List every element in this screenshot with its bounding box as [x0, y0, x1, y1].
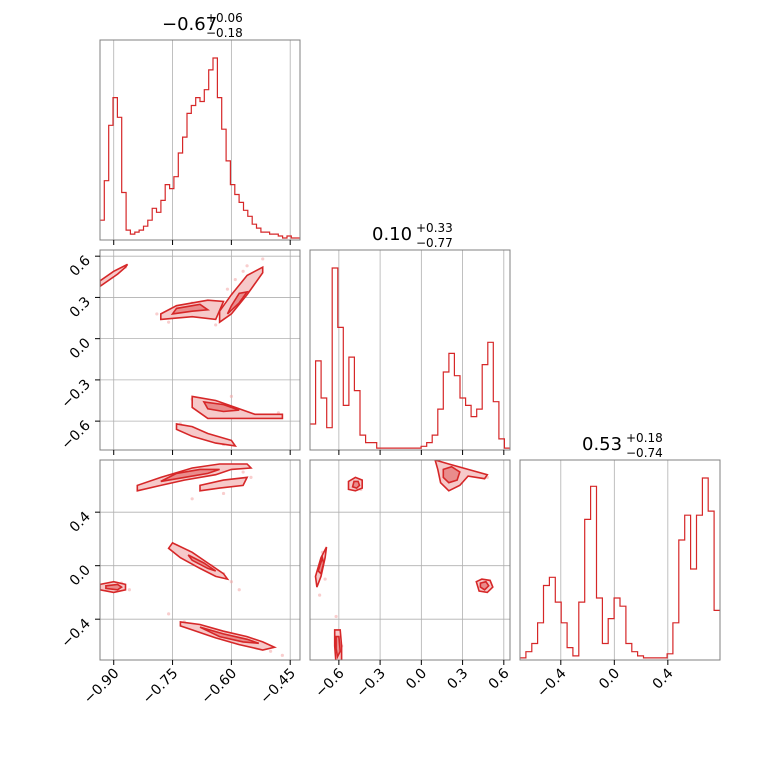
x-tick-label: −0.75 [140, 666, 182, 708]
y-tick-label: 0.4 [67, 509, 94, 536]
frame-layer [99, 39, 721, 661]
scatter-point [155, 312, 159, 316]
contour-region-inner [199, 626, 260, 645]
scatter-point [229, 394, 233, 398]
contour-region-inner [226, 290, 249, 315]
contour-region-inner [187, 554, 217, 572]
scatter-frame-1-2 [309, 459, 511, 661]
contour-region-outer [199, 476, 249, 492]
y-tick-label: −0.4 [58, 616, 93, 651]
scatter-frame-0-2 [99, 459, 301, 661]
x-tick-label: −0.6 [312, 665, 347, 700]
x-tick-label: −0.90 [81, 666, 123, 708]
x-tick-label: 0.3 [444, 666, 471, 693]
histogram-panel-1 [309, 249, 511, 451]
contour-region-inner [351, 480, 361, 490]
scatter-panel-0-1 [100, 257, 284, 447]
contour-region-inner [170, 303, 211, 315]
panel-title-lower-0: −0.18 [206, 26, 243, 40]
histogram-param-0 [100, 57, 300, 239]
contour-region-inner [442, 465, 461, 484]
x-tick-label: 0.6 [486, 665, 513, 692]
scatter-point [190, 497, 194, 501]
scatter-point [167, 612, 171, 616]
scatter-point [214, 323, 218, 327]
scatter-point [167, 320, 171, 324]
x-tick-label: −0.60 [199, 666, 241, 708]
panel-title-upper-2: +0.18 [626, 431, 663, 445]
scatter-panel-1-2 [314, 460, 494, 660]
x-tick-label: 0.0 [596, 666, 623, 693]
panel-title-median-1: 0.10 [372, 224, 412, 245]
y-tick-label: −0.3 [58, 376, 93, 411]
title-layer: −0.67+0.06−0.18 0.10 +0.33−0.77 0.53 +0.18−0… [162, 11, 663, 460]
scatter-frame-0-1 [99, 249, 301, 451]
scatter-point [334, 614, 338, 619]
x-tick-label: −0.4 [534, 665, 569, 700]
histogram-param-1 [310, 267, 510, 449]
histogram-panel-0 [99, 39, 301, 241]
scatter-point [229, 580, 233, 584]
y-tick-label: −0.6 [58, 418, 93, 453]
panel-title-lower-2: −0.74 [626, 446, 663, 460]
scatter-point [233, 277, 237, 282]
tick-layer: −0.90 −0.75 −0.60 −0.45 −0.6 −0.3 0.0 0.3 0.6 −0.… [58, 240, 677, 708]
contour-region-outer [191, 395, 284, 420]
scatter-point [221, 491, 226, 496]
scatter-point [249, 475, 253, 479]
panel-title-median-2: 0.53 [582, 434, 622, 455]
contour-region-inner [105, 583, 124, 591]
scatter-point [237, 588, 241, 592]
x-tick-label: −0.45 [257, 666, 299, 708]
scatter-point [245, 264, 249, 268]
scatter-point [268, 649, 273, 653]
scatter-point [241, 470, 245, 474]
contour-region-inner [317, 554, 325, 576]
contour-region-inner [202, 400, 240, 413]
scatter-point [323, 577, 327, 581]
histogram-param-2 [520, 477, 720, 659]
x-tick-label: 0.0 [403, 666, 430, 693]
data-layer [100, 57, 720, 660]
histogram-panel-2 [519, 459, 721, 661]
x-tick-label: −0.3 [354, 666, 389, 701]
y-tick-label: 0.0 [67, 562, 94, 589]
contour-region-inner [335, 635, 342, 660]
grid-layer [100, 40, 669, 660]
contour-region-outer [100, 263, 129, 288]
scatter-point [280, 653, 284, 657]
panel-title-median-0: −0.67 [162, 14, 217, 35]
panel-title-upper-0: +0.06 [206, 11, 243, 25]
scatter-point [127, 588, 132, 592]
y-tick-label: 0.6 [67, 253, 94, 280]
y-tick-label: 0.3 [67, 294, 94, 321]
contour-region-inner [160, 468, 220, 483]
scatter-point [241, 269, 245, 273]
scatter-point [261, 257, 265, 261]
panel-title-lower-1: −0.77 [416, 236, 453, 250]
contour-region-outer [175, 422, 238, 447]
contour-region-outer [136, 463, 253, 492]
scatter-panel-0-2 [100, 463, 284, 657]
y-tick-label: 0.0 [67, 335, 94, 362]
panel-title-upper-1: +0.33 [416, 221, 453, 235]
scatter-point [225, 287, 230, 291]
contour-region-inner [479, 580, 490, 591]
scatter-point [318, 593, 322, 597]
x-tick-label: 0.4 [650, 665, 677, 692]
